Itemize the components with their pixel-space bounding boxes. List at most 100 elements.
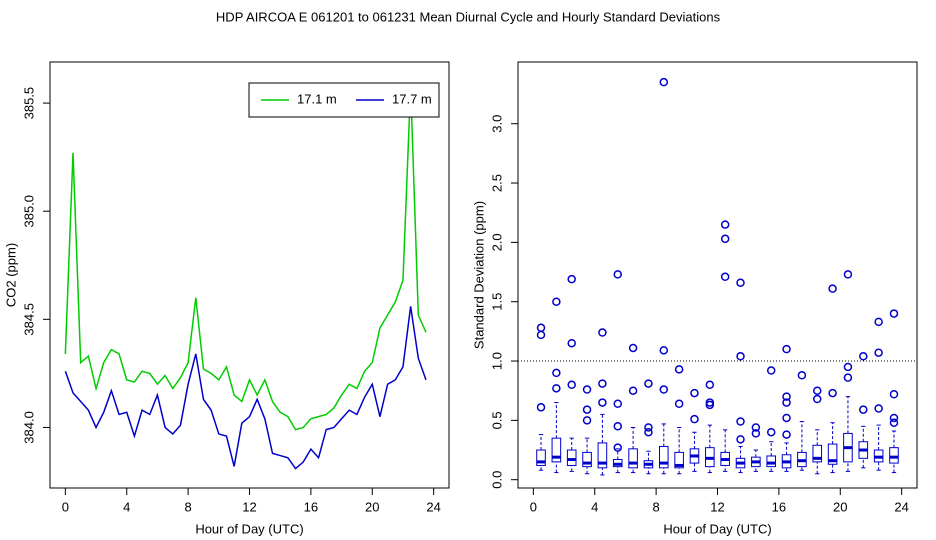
x-tick-label: 8 [652, 499, 659, 514]
outlier [613, 270, 622, 279]
y-tick-label: 1.5 [489, 293, 504, 311]
box [658, 445, 669, 469]
box [536, 449, 546, 466]
outlier [874, 348, 883, 357]
outlier [567, 274, 576, 284]
y-tick-label: 2.0 [489, 233, 504, 251]
outlier [598, 398, 607, 407]
outlier [766, 427, 776, 437]
outlier [828, 284, 837, 293]
outlier [690, 388, 699, 398]
outlier [659, 346, 669, 355]
x-tick-label: 0 [62, 499, 69, 514]
y-tick-label: 0.0 [489, 471, 504, 489]
outlier [536, 403, 546, 412]
x-tick-label: 12 [710, 499, 724, 514]
outlier [598, 379, 607, 388]
outlier [536, 330, 546, 340]
outlier [797, 371, 807, 380]
y-tick-label: 384.0 [21, 411, 36, 444]
outlier [874, 317, 883, 327]
outlier [720, 272, 730, 282]
outlier [582, 385, 592, 394]
outlier [644, 379, 653, 388]
x-tick-label: 16 [304, 499, 318, 514]
x-tick-label: 16 [772, 499, 786, 514]
y-tick-label: 385.0 [21, 195, 36, 228]
outlier [751, 423, 761, 432]
outlier [889, 413, 899, 423]
plot-frame [517, 61, 918, 489]
box [812, 444, 823, 463]
box [597, 442, 608, 469]
outlier [720, 234, 730, 244]
outlier [736, 435, 745, 444]
outlier [843, 373, 853, 382]
box [827, 443, 838, 465]
outlier [613, 443, 622, 452]
outlier [552, 297, 561, 306]
y-tick-label: 385.5 [21, 87, 36, 120]
outlier [613, 422, 622, 431]
outlier [859, 405, 868, 414]
outlier [720, 220, 730, 229]
x-axis-label: Hour of Day (UTC) [663, 521, 771, 536]
x-tick-label: 24 [426, 499, 440, 514]
series-line [64, 306, 427, 470]
outlier [567, 338, 576, 348]
outlier [567, 380, 576, 390]
y-tick-label: 1.0 [489, 352, 504, 370]
box [766, 455, 777, 468]
x-tick-label: 4 [123, 499, 130, 514]
outlier [782, 413, 791, 423]
outlier [782, 392, 791, 401]
outlier [674, 399, 684, 408]
outlier [813, 394, 822, 404]
x-tick-label: 12 [242, 499, 256, 514]
outlier [874, 404, 883, 413]
y-tick-label: 0.5 [489, 411, 504, 429]
outlier [628, 386, 638, 395]
outlier [628, 343, 638, 353]
x-tick-label: 0 [530, 499, 537, 514]
outlier [751, 429, 761, 438]
legend-label: 17.1 m [297, 91, 337, 106]
legend-label: 17.7 m [392, 91, 432, 106]
box [551, 437, 562, 463]
outlier [736, 352, 745, 361]
outlier [582, 405, 592, 414]
outlier [674, 365, 684, 374]
figure-title: HDP AIRCOA E 061201 to 061231 Mean Diurn… [216, 9, 721, 24]
outlier [828, 388, 837, 398]
outlier [813, 386, 822, 395]
outlier [782, 430, 791, 439]
box [628, 448, 638, 469]
outlier [736, 278, 745, 287]
outlier [552, 368, 561, 378]
outlier [552, 384, 561, 393]
outlier [766, 366, 776, 375]
outlier [736, 417, 745, 426]
outlier [598, 328, 607, 337]
outlier [843, 362, 853, 372]
series-line [64, 85, 427, 431]
outlier [582, 416, 592, 425]
outlier [690, 414, 699, 424]
box [566, 449, 577, 466]
x-tick-label: 20 [365, 499, 379, 514]
outlier [782, 398, 791, 407]
box [674, 451, 684, 469]
y-tick-label: 384.5 [21, 303, 36, 336]
x-tick-label: 4 [591, 499, 598, 514]
outlier [889, 418, 899, 427]
outlier [889, 390, 899, 399]
x-tick-label: 8 [184, 499, 191, 514]
outlier [644, 423, 653, 432]
x-tick-label: 24 [894, 499, 908, 514]
outlier [859, 352, 868, 361]
y-tick-label: 3.0 [489, 115, 504, 133]
outlier [644, 427, 653, 437]
outlier [536, 323, 546, 333]
outlier [705, 380, 715, 390]
